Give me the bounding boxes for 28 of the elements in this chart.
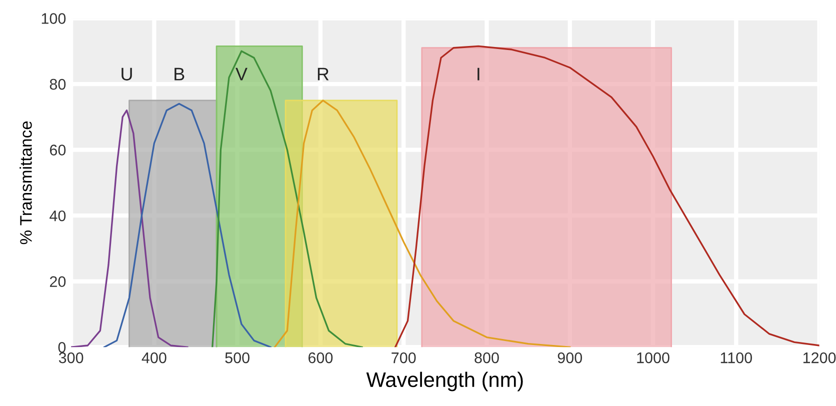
line-series (212, 50, 363, 348)
series-label: I (478, 68, 480, 80)
x-tick-label: 900 (558, 352, 582, 364)
y-tick-label: 100 (42, 13, 66, 24)
x-tick-label: 1100 (720, 352, 752, 364)
y-tick-label: 20 (50, 276, 66, 288)
line-series (274, 100, 571, 348)
y-tick-label: 40 (50, 210, 66, 222)
x-tick-label: 500 (225, 352, 250, 364)
x-tick-label: 1000 (637, 352, 670, 364)
x-tick-label: 700 (392, 352, 416, 364)
y-tick-label: 80 (50, 78, 66, 90)
y-tick-label: 0 (58, 342, 66, 353)
x-axis-title: Wavelength (nm) (366, 372, 523, 392)
series-label: B (174, 68, 184, 80)
y-axis-title: % Transmittance (20, 121, 32, 244)
series-label: R (318, 68, 329, 80)
x-tick-label: 600 (308, 352, 333, 364)
x-tick-label: 800 (474, 352, 499, 364)
x-tick-label: 400 (142, 352, 166, 364)
x-tick-label: 1200 (803, 352, 836, 364)
line-series (394, 45, 820, 348)
series-label: U (122, 68, 132, 80)
x-tick-label: 300 (58, 352, 84, 364)
line-series (71, 110, 188, 348)
line-series (103, 102, 272, 348)
series-label: V (236, 68, 248, 80)
y-tick-label: 60 (50, 144, 66, 156)
